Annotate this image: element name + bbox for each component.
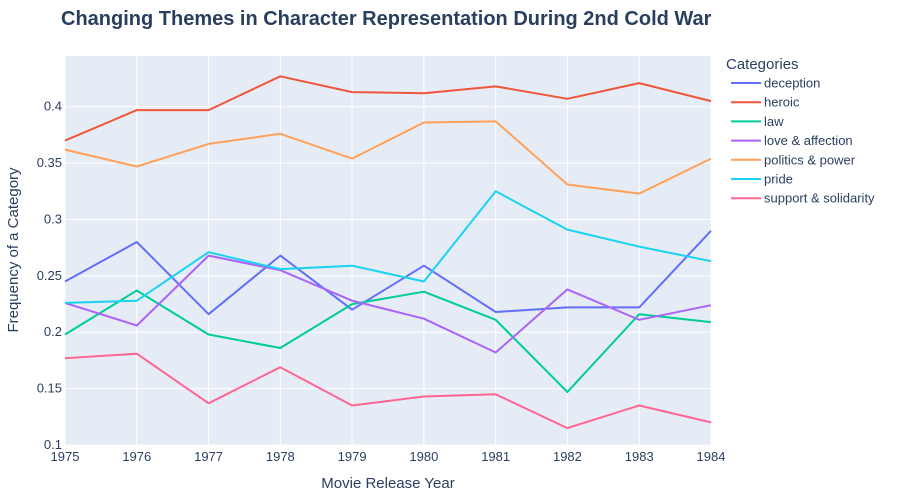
legend-item[interactable]: deception bbox=[731, 76, 820, 91]
legend-label: law bbox=[764, 114, 784, 129]
x-tick-label: 1978 bbox=[266, 449, 295, 464]
x-tick-label: 1975 bbox=[51, 449, 80, 464]
x-axis-title: Movie Release Year bbox=[321, 475, 454, 492]
y-tick-labels: 0.1 0.15 0.2 0.25 0.3 0.35 0.4 bbox=[37, 99, 62, 452]
legend-label: love & affection bbox=[764, 133, 853, 148]
legend-item[interactable]: heroic bbox=[731, 95, 800, 110]
legend-item[interactable]: law bbox=[731, 114, 784, 129]
legend-item[interactable]: politics & power bbox=[731, 152, 856, 167]
legend-label: support & solidarity bbox=[764, 191, 875, 206]
x-tick-label: 1977 bbox=[194, 449, 223, 464]
legend-item[interactable]: love & affection bbox=[731, 133, 853, 148]
x-tick-label: 1982 bbox=[553, 449, 582, 464]
series-line-heroic bbox=[64, 75, 712, 142]
series-line-deception bbox=[64, 230, 712, 316]
series-line-law bbox=[64, 289, 712, 393]
y-tick-label: 0.25 bbox=[37, 268, 62, 283]
y-tick-label: 0.3 bbox=[44, 211, 62, 226]
plot-area bbox=[65, 56, 711, 445]
y-tick-label: 0.35 bbox=[37, 155, 62, 170]
x-tick-labels: 1975 1976 1977 1978 1979 1980 1981 1982 1983 1984 bbox=[51, 449, 726, 464]
y-tick-label: 0.15 bbox=[37, 381, 62, 396]
y-tick-label: 0.4 bbox=[44, 99, 62, 114]
x-tick-label: 1976 bbox=[122, 449, 151, 464]
legend-label: pride bbox=[764, 172, 793, 187]
legend-label: deception bbox=[764, 76, 820, 91]
x-tick-label: 1983 bbox=[625, 449, 654, 464]
y-tick-label: 0.2 bbox=[44, 324, 62, 339]
legend: Categories deception heroic law love & affe… bbox=[726, 56, 875, 206]
x-tick-label: 1979 bbox=[338, 449, 367, 464]
legend-item[interactable]: pride bbox=[731, 172, 793, 187]
series-line-support-solidarity bbox=[64, 352, 712, 430]
chart-title: Changing Themes in Character Representat… bbox=[61, 8, 712, 30]
y-tick-label: 0.1 bbox=[44, 437, 62, 452]
series-lines bbox=[64, 75, 712, 430]
legend-item[interactable]: support & solidarity bbox=[731, 191, 875, 206]
legend-label: politics & power bbox=[764, 152, 856, 167]
series-line-pride bbox=[64, 190, 712, 304]
x-tick-label: 1984 bbox=[697, 449, 726, 464]
legend-label: heroic bbox=[764, 95, 800, 110]
x-tick-label: 1981 bbox=[481, 449, 510, 464]
series-line-love-affection bbox=[64, 254, 712, 354]
y-axis-title: Frequency of a Category bbox=[5, 167, 22, 333]
legend-title: Categories bbox=[726, 56, 799, 73]
series-line-politics-power bbox=[64, 120, 712, 195]
x-tick-label: 1980 bbox=[409, 449, 438, 464]
